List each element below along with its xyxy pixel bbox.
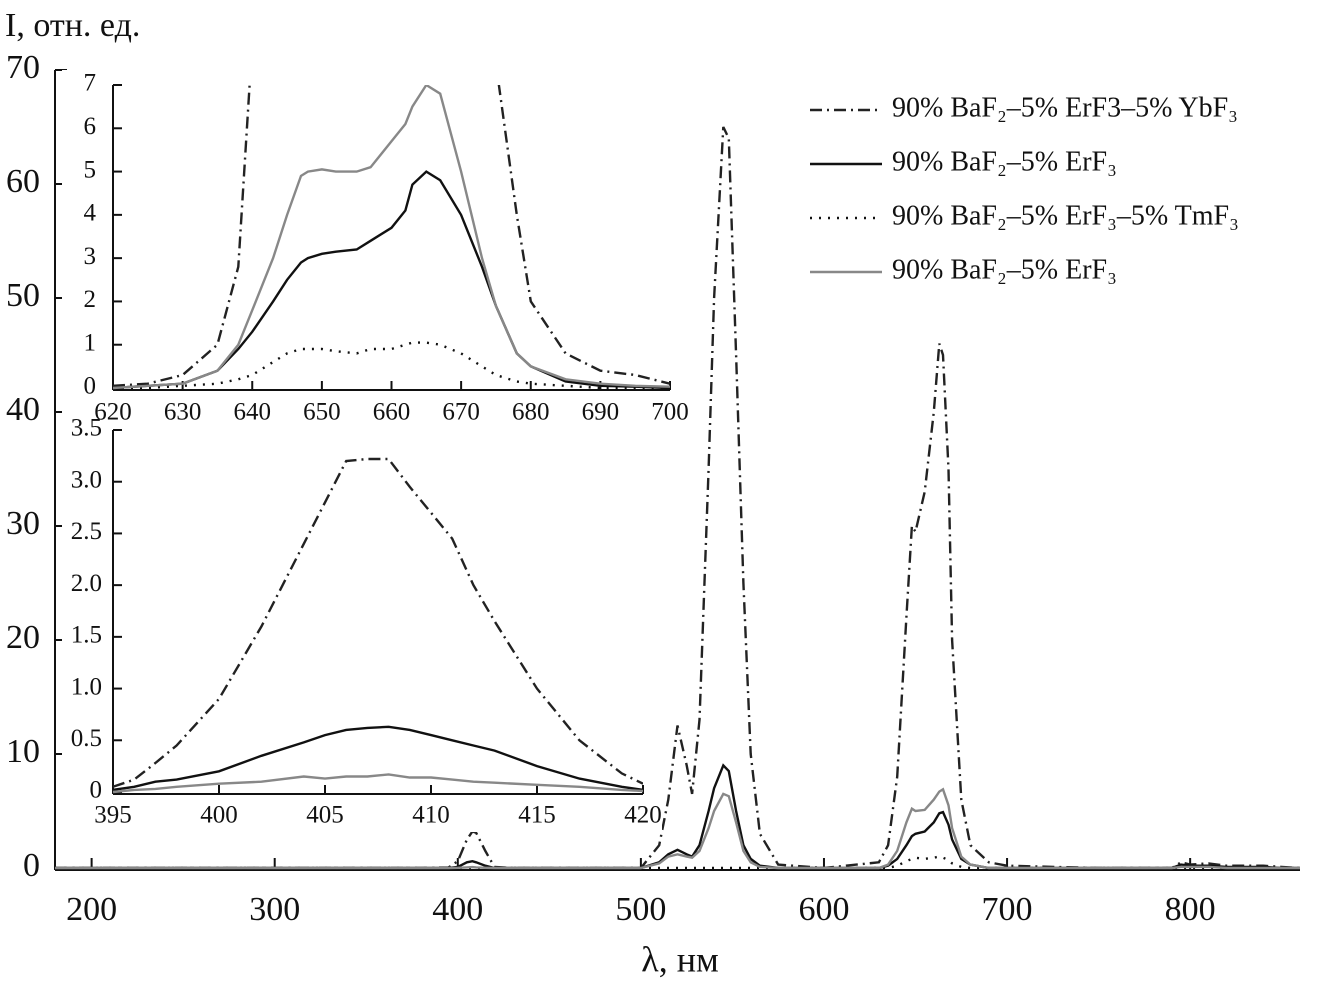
series-line — [113, 85, 670, 387]
x-tick-label: 500 — [615, 891, 666, 928]
legend-label: 90% BaF₂–5% ErF₃ — [892, 146, 1117, 177]
x-tick-label: 600 — [798, 891, 849, 928]
series-line — [113, 725, 643, 792]
y-tick-label: 70 — [6, 49, 40, 86]
y-tick-label: 4 — [84, 200, 97, 227]
x-tick-label: 300 — [249, 891, 300, 928]
y-tick-label: 0 — [23, 847, 40, 884]
y-tick-label: 3.5 — [71, 415, 102, 442]
y-tick-label: 10 — [6, 733, 40, 770]
y-tick-label: 1.0 — [71, 673, 102, 700]
series-line — [113, 457, 643, 788]
y-tick-label: 7 — [84, 70, 97, 97]
x-tick-label: 410 — [412, 802, 450, 829]
y-tick-label: 6 — [84, 113, 97, 140]
y-tick-label: 2 — [84, 286, 97, 313]
x-tick-label: 400 — [432, 891, 483, 928]
y-tick-label: 2.5 — [71, 518, 102, 545]
inset-background — [62, 70, 692, 432]
x-tick-label: 420 — [624, 802, 662, 829]
y-tick-label: 60 — [6, 163, 40, 200]
x-tick-label: 200 — [66, 891, 117, 928]
series-line — [55, 855, 1300, 870]
series-line — [55, 787, 1300, 870]
y-tick-label: 1 — [84, 329, 97, 356]
y-tick-label: 3 — [84, 243, 97, 270]
inset-background — [62, 420, 662, 832]
x-tick-label: 800 — [1165, 891, 1216, 928]
legend-label: 90% BaF₂–5% ErF₃ — [892, 254, 1117, 285]
y-tick-label: 0 — [90, 777, 103, 804]
y-tick-label: 50 — [6, 277, 40, 314]
x-tick-label: 700 — [982, 891, 1033, 928]
y-tick-label: 2.0 — [71, 570, 102, 597]
y-tick-label: 0 — [84, 373, 97, 400]
y-tick-label: 5 — [84, 156, 97, 183]
x-tick-label: 395 — [94, 802, 132, 829]
x-tick-label: 405 — [306, 802, 344, 829]
y-tick-label: 20 — [6, 619, 40, 656]
series-line — [113, 85, 670, 390]
y-tick-label: 3.0 — [71, 466, 102, 493]
y-axis-label: I, отн. ед. — [5, 7, 140, 44]
legend-label: 90% BaF₂–5% ErF3–5% YbF₃ — [892, 92, 1238, 123]
x-tick-label: 415 — [518, 802, 556, 829]
x-axis-label: λ, нм — [641, 939, 719, 979]
y-tick-label: 30 — [6, 505, 40, 542]
legend-label: 90% BaF₂–5% ErF₃–5% TmF₃ — [892, 200, 1239, 231]
y-tick-label: 0.5 — [71, 725, 102, 752]
x-tick-label: 400 — [200, 802, 238, 829]
y-tick-label: 1.5 — [71, 622, 102, 649]
y-tick-label: 40 — [6, 391, 40, 428]
series-line — [113, 773, 643, 794]
